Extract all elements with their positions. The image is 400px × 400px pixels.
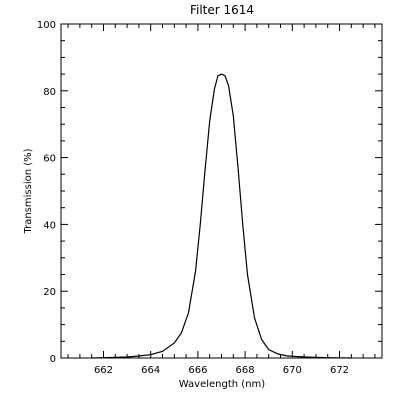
y-tick-label: 80 [43, 87, 56, 98]
x-tick-label: 670 [283, 365, 302, 376]
x-tick-label: 666 [188, 365, 207, 376]
y-tick-label: 0 [50, 354, 56, 365]
y-axis-label: Transmission (%) [23, 148, 34, 234]
x-tick-label: 662 [94, 365, 113, 376]
chart-title: Filter 1614 [190, 3, 254, 17]
x-axis-label: Wavelength (nm) [179, 379, 265, 390]
transmission-curve [91, 73, 352, 359]
x-tick-label: 668 [236, 365, 255, 376]
y-tick-label: 100 [37, 20, 56, 31]
y-tick-label: 60 [43, 154, 56, 165]
y-tick-label: 20 [43, 287, 56, 298]
x-tick-label: 664 [141, 365, 160, 376]
tick-labels: 662 664 666 668 670 672 0 20 40 60 80 100 [37, 20, 349, 376]
x-tick-label: 672 [330, 365, 349, 376]
axis-ticks [61, 23, 382, 359]
y-tick-label: 40 [43, 220, 56, 231]
